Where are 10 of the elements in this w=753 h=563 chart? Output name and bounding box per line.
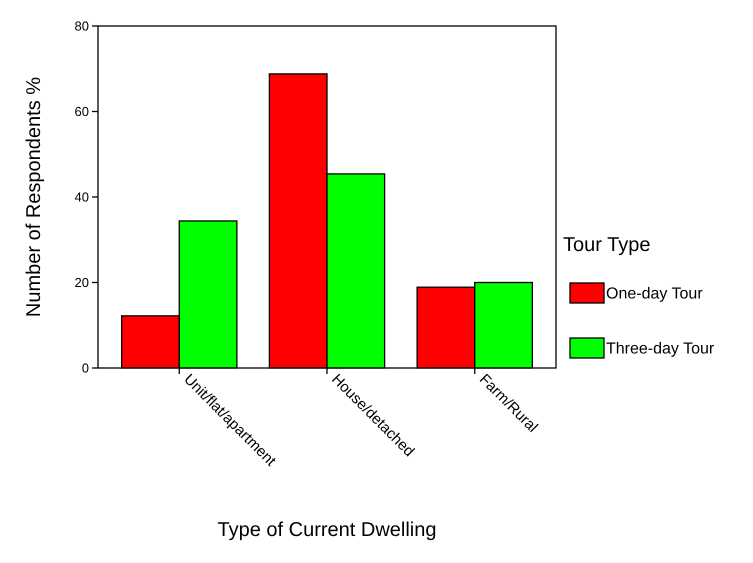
y-tick-label: 20 <box>74 275 89 290</box>
y-tick-label: 80 <box>74 18 89 34</box>
x-axis-title: Type of Current Dwelling <box>218 519 436 541</box>
y-tick-label: 60 <box>74 104 89 120</box>
y-tick-label: 0 <box>82 360 89 376</box>
legend-label: Three-day Tour <box>606 340 715 358</box>
y-tick-label: 40 <box>74 190 89 205</box>
legend-title: Tour Type <box>563 234 650 256</box>
y-axis-title: Number of Respondents % <box>23 76 45 318</box>
legend-label: One-day Tour <box>606 286 704 303</box>
